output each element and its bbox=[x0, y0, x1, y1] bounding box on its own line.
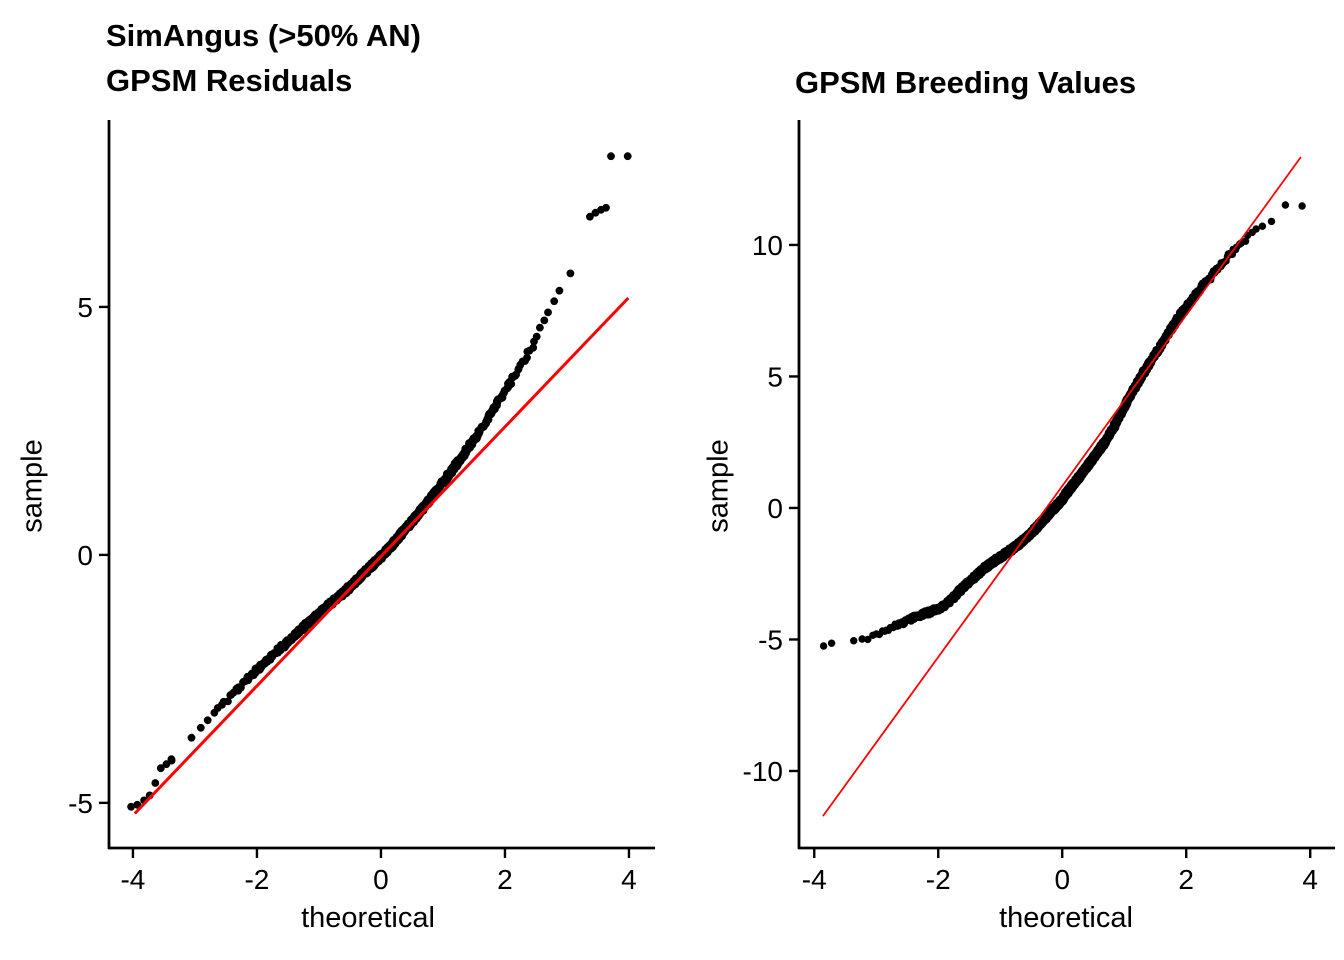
outlier-point bbox=[623, 152, 632, 161]
x-tick-label: -2 bbox=[244, 864, 269, 895]
x-tick-label: 4 bbox=[621, 864, 637, 895]
outlier-point bbox=[1298, 202, 1306, 210]
y-tick-label: 10 bbox=[752, 230, 783, 261]
outlier-point bbox=[586, 212, 594, 221]
left-x-axis-title: theoretical bbox=[301, 902, 435, 934]
x-tick-label: -2 bbox=[926, 864, 951, 895]
data-points-right bbox=[819, 201, 1306, 650]
x-tick-label: -4 bbox=[802, 864, 827, 895]
y-tick-label: -5 bbox=[68, 788, 93, 819]
reference-line-left bbox=[133, 296, 630, 815]
right-x-axis-title: theoretical bbox=[999, 902, 1133, 934]
outlier-point bbox=[162, 760, 171, 769]
outlier-point bbox=[827, 639, 836, 647]
outlier-point bbox=[156, 764, 165, 773]
reference-line-right bbox=[822, 156, 1302, 817]
outlier-point bbox=[1281, 201, 1290, 209]
x-tick-label: 0 bbox=[1054, 864, 1070, 895]
left-plot-title-line-2: GPSM Residuals bbox=[106, 63, 353, 98]
x-tick-label: 4 bbox=[1302, 864, 1318, 895]
x-tick-label: 2 bbox=[1178, 864, 1194, 895]
y-tick-label: 5 bbox=[767, 361, 783, 392]
left-plot-title: SimAngus (>50% AN) GPSM Residuals bbox=[106, 13, 421, 103]
outlier-point bbox=[819, 642, 828, 650]
right-plot-title: GPSM Breeding Values bbox=[795, 60, 1136, 105]
y-tick-label: 0 bbox=[767, 493, 783, 524]
data-points-left bbox=[127, 152, 632, 811]
y-tick-label: -5 bbox=[758, 624, 783, 655]
y-tick-label: 0 bbox=[77, 540, 93, 571]
left-plot-title-line-1: SimAngus (>50% AN) bbox=[106, 18, 421, 53]
outlier-point bbox=[607, 152, 615, 161]
qq-plot-left: -4 -2 0 2 4 -5 0 5 bbox=[68, 120, 655, 895]
right-plot-title-line-1: GPSM Breeding Values bbox=[795, 65, 1137, 100]
x-tick-label: 0 bbox=[373, 864, 389, 895]
outlier-point bbox=[602, 203, 610, 212]
outlier-point bbox=[167, 755, 176, 764]
x-tick-label: 2 bbox=[497, 864, 513, 895]
outlier-point bbox=[127, 802, 135, 811]
x-tick-label: -4 bbox=[120, 864, 145, 895]
y-tick-label: -10 bbox=[743, 756, 783, 787]
qq-plot-right: -4 -2 0 2 4 -10 -5 0 5 10 bbox=[743, 120, 1335, 895]
y-tick-label: 5 bbox=[77, 292, 93, 323]
outlier-point bbox=[151, 779, 160, 787]
